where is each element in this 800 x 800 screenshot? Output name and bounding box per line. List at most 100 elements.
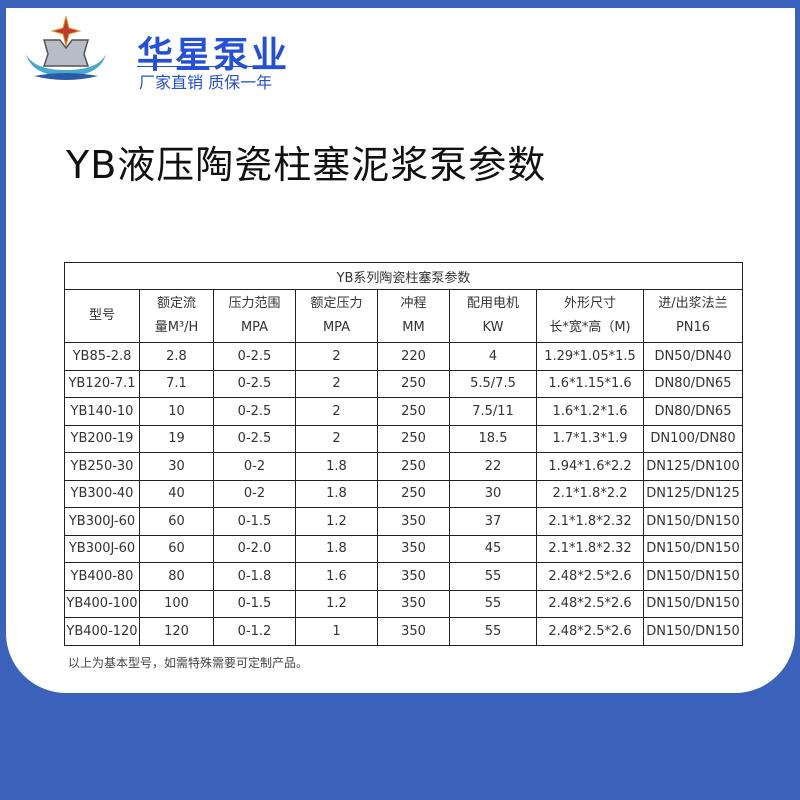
- table-cell: 100: [139, 589, 214, 618]
- table-cell: 2.1*1.8*2.2: [536, 479, 644, 508]
- column-header: 型号: [64, 289, 140, 343]
- column-header: 配用电机 KW: [449, 289, 537, 343]
- table-cell: 1.8: [295, 534, 378, 563]
- table-cell: 18.5: [449, 424, 537, 453]
- column-header: 额定流量M³/H: [139, 289, 214, 343]
- table-cell: 250: [377, 397, 450, 426]
- column-header-line: 型号: [88, 308, 115, 323]
- table-cell: 2: [295, 342, 378, 371]
- brand-name: 华星泵业: [137, 35, 290, 76]
- table-cell: 220: [377, 342, 450, 371]
- table-row: YB300-40 40 0-2 1.8 250 30 2.1*1.8*2.2 DN125/DN…: [64, 479, 743, 508]
- table-cell: 350: [377, 507, 450, 536]
- table-cell: 30: [449, 479, 537, 508]
- table-cell: 60: [139, 507, 214, 536]
- table-cell: DN125/DN125: [643, 479, 743, 508]
- table-cell: 350: [377, 534, 450, 563]
- table-cell: 0-1.2: [213, 617, 296, 646]
- table-cell: 350: [377, 617, 450, 646]
- table-cell: YB300J-60: [64, 507, 140, 536]
- table-cell: 0-1.5: [213, 507, 296, 536]
- table-row: YB400-80 80 0-1.8 1.6 350 55 2.48*2.5*2.6 DN150…: [64, 562, 743, 591]
- table-row: YB85-2.8 2.8 0-2.5 2 220 4 1.29*1.05*1.5 DN50/D…: [64, 342, 743, 371]
- table-cell: YB400-100: [64, 589, 140, 618]
- table-cell: 0-1.8: [213, 562, 296, 591]
- table-cell: 2.48*2.5*2.6: [536, 589, 644, 618]
- table-cell: 250: [377, 369, 450, 398]
- table-cell: 0-2.5: [213, 342, 296, 371]
- table-cell: DN150/DN150: [643, 562, 743, 591]
- table-cell: YB120-7.1: [64, 369, 140, 398]
- table-cell: 1.8: [295, 452, 378, 481]
- table-row: YB120-7.1 7.1 0-2.5 2 250 5.5/7.5 1.6*1.15*1.6…: [64, 369, 743, 398]
- column-header-line: KW: [482, 320, 504, 335]
- column-header: 外形尺寸长*宽*高（M): [536, 289, 644, 343]
- column-header-line: 外形尺寸: [563, 296, 616, 311]
- table-cell: 1.6*1.15*1.6: [536, 369, 644, 398]
- table-cell: 2: [295, 397, 378, 426]
- table-cell: 1.7*1.3*1.9: [536, 424, 644, 453]
- spec-table: YB系列陶瓷柱塞泵参数 型号 额定流量M³/H 压力范围 MPA 额定压力 MPA 冲程 MM…: [64, 262, 743, 646]
- table-row: YB300J-60 60 0-2.0 1.8 350 45 2.1*1.8*2.32 DN15…: [64, 534, 743, 563]
- table-cell: 55: [449, 562, 537, 591]
- table-cell: DN150/DN150: [643, 534, 743, 563]
- column-header-line: 压力范围: [228, 296, 281, 311]
- table-cell: 5.5/7.5: [449, 369, 537, 398]
- table-cell: YB85-2.8: [64, 342, 140, 371]
- table-cell: 2: [295, 369, 378, 398]
- table-cell: 250: [377, 479, 450, 508]
- table-cell: DN150/DN150: [643, 617, 743, 646]
- table-cell: 7.1: [139, 369, 214, 398]
- table-cell: DN80/DN65: [643, 369, 743, 398]
- column-header: 压力范围 MPA: [213, 289, 296, 343]
- column-header: 冲程 MM: [377, 289, 450, 343]
- table-cell: 0-2.5: [213, 397, 296, 426]
- table-row: YB140-10 10 0-2.5 2 250 7.5/11 1.6*1.2*1.6 DN80…: [64, 397, 743, 426]
- column-header-line: 额定流: [156, 296, 196, 311]
- table-cell: 0-1.5: [213, 589, 296, 618]
- table-cell: 1.94*1.6*2.2: [536, 452, 644, 481]
- brand-divider: [137, 66, 285, 67]
- table-cell: 2.1*1.8*2.32: [536, 534, 644, 563]
- table-cell: 55: [449, 589, 537, 618]
- table-cell: 1.29*1.05*1.5: [536, 342, 644, 371]
- table-row: YB300J-60 60 0-1.5 1.2 350 37 2.1*1.8*2.32 DN15…: [64, 507, 743, 536]
- table-cell: 2.8: [139, 342, 214, 371]
- column-header-line: 冲程: [400, 296, 427, 311]
- column-header: 额定压力 MPA: [295, 289, 378, 343]
- table-caption: YB系列陶瓷柱塞泵参数: [64, 262, 743, 290]
- table-cell: DN150/DN150: [643, 589, 743, 618]
- table-cell: 350: [377, 589, 450, 618]
- table-cell: YB300-40: [64, 479, 140, 508]
- table-cell: 7.5/11: [449, 397, 537, 426]
- table-cell: YB400-120: [64, 617, 140, 646]
- table-cell: 2.48*2.5*2.6: [536, 562, 644, 591]
- column-header-line: 量M³/H: [154, 320, 199, 335]
- table-cell: YB300J-60: [64, 534, 140, 563]
- table-cell: 0-2.5: [213, 424, 296, 453]
- table-cell: 2.48*2.5*2.6: [536, 617, 644, 646]
- table-cell: 0-2.0: [213, 534, 296, 563]
- table-row: YB400-100 100 0-1.5 1.2 350 55 2.48*2.5*2.6 DN1…: [64, 589, 743, 618]
- table-cell: 55: [449, 617, 537, 646]
- table-cell: 250: [377, 452, 450, 481]
- column-header-line: 进/出浆法兰: [658, 296, 728, 311]
- column-header-line: MPA: [322, 320, 351, 335]
- table-cell: 0-2: [213, 452, 296, 481]
- table-cell: 19: [139, 424, 214, 453]
- table-cell: 1.6: [295, 562, 378, 591]
- table-cell: 1.6*1.2*1.6: [536, 397, 644, 426]
- table-row: YB250-30 30 0-2 1.8 250 22 1.94*1.6*2.2 DN125/D…: [64, 452, 743, 481]
- column-header-line: MPA: [240, 320, 269, 335]
- column-header-line: 长*宽*高（M): [549, 320, 631, 335]
- table-cell: DN125/DN100: [643, 452, 743, 481]
- table-cell: 2: [295, 424, 378, 453]
- table-cell: 250: [377, 424, 450, 453]
- company-logo-icon: [26, 15, 106, 80]
- table-cell: 30: [139, 452, 214, 481]
- column-header-line: 额定压力: [310, 296, 363, 311]
- column-header-line: MM: [402, 320, 425, 335]
- table-cell: 350: [377, 562, 450, 591]
- table-cell: 4: [449, 342, 537, 371]
- page-title: YB液压陶瓷柱塞泥浆泵参数: [66, 143, 547, 187]
